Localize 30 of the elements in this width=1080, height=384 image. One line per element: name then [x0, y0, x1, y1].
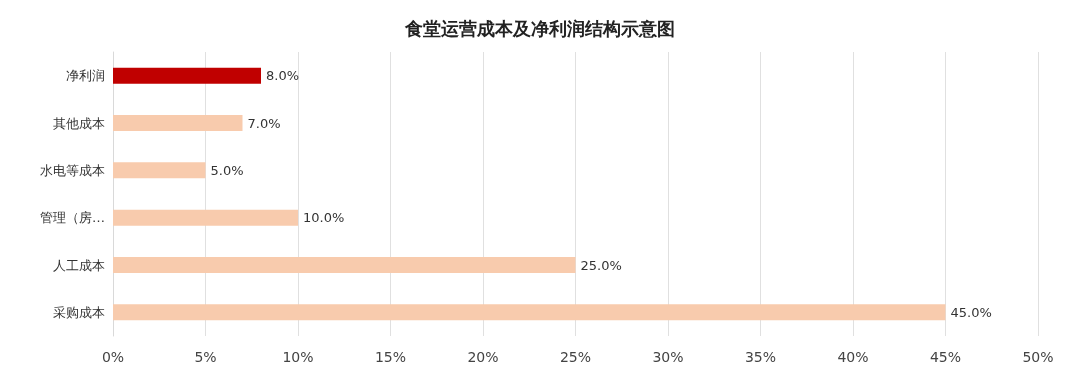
x-tick-label: 50%	[1022, 349, 1054, 365]
chart-title: 食堂运营成本及净利润结构示意图	[404, 17, 675, 39]
bar	[113, 304, 946, 321]
y-tick-label: 采购成本	[53, 304, 105, 320]
data-label: 25.0%	[580, 257, 622, 273]
y-tick-label: 水电等成本	[40, 162, 105, 178]
data-label: 10.0%	[303, 210, 345, 226]
x-tick-label: 25%	[559, 349, 592, 365]
y-tick-label: 人工成本	[53, 257, 105, 273]
bar	[113, 209, 298, 226]
x-tick-label: 15%	[374, 349, 407, 365]
y-tick-label: 净利润	[66, 68, 105, 84]
data-label: 45.0%	[950, 304, 992, 320]
x-tick-label: 5%	[194, 349, 217, 365]
data-label: 7.0%	[247, 115, 281, 131]
y-tick-label: 管理（房…	[40, 210, 105, 226]
x-tick-label: 10%	[282, 349, 314, 365]
x-tick-label: 45%	[929, 349, 962, 365]
x-tick-label: 35%	[744, 349, 777, 365]
x-tick-label: 0%	[101, 349, 125, 365]
bar	[113, 67, 261, 84]
bar	[113, 115, 243, 131]
y-tick-label: 其他成本	[53, 115, 105, 131]
data-label: 8.0%	[266, 68, 300, 84]
x-tick-label: 20%	[467, 349, 499, 365]
x-tick-label: 30%	[652, 349, 684, 365]
data-label: 5.0%	[210, 162, 244, 178]
bar	[113, 257, 576, 273]
bar	[113, 162, 206, 179]
x-tick-label: 40%	[837, 349, 869, 365]
